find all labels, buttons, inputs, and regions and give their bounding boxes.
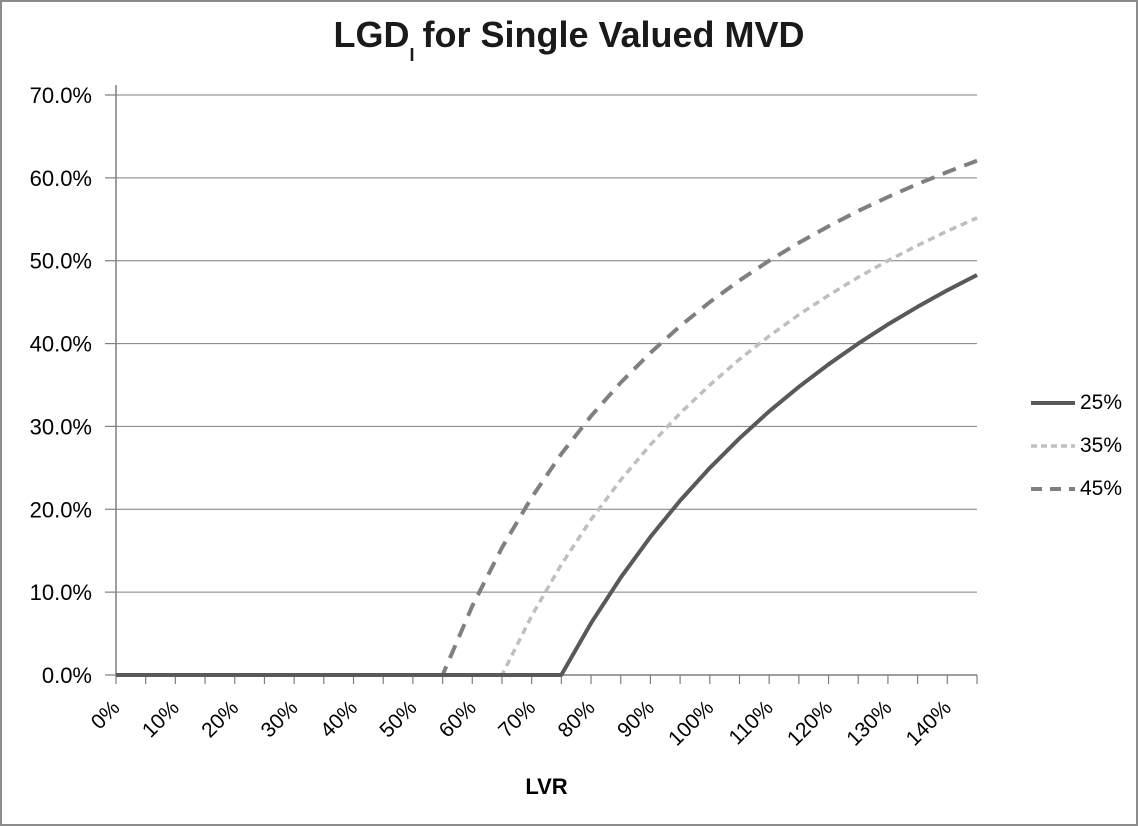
x-tick-label: 140%	[902, 696, 956, 750]
y-tick-label: 10.0%	[30, 580, 92, 605]
x-tick-label: 70%	[494, 696, 540, 742]
legend-label: 25%	[1080, 391, 1123, 414]
y-tick-label: 20.0%	[30, 497, 92, 522]
y-tick-label: 40.0%	[30, 332, 92, 357]
chart-title-subscript: I	[409, 44, 415, 65]
legend-item-25%: 25%	[1030, 390, 1122, 416]
x-tick-label: 40%	[316, 696, 362, 742]
x-tick-label: 100%	[664, 696, 718, 750]
series-line-45%	[116, 158, 978, 677]
y-tick-label: 60.0%	[30, 166, 92, 191]
x-tick-label: 20%	[197, 696, 243, 742]
legend-line-swatch-25%	[1031, 401, 1075, 405]
x-tick-label: 30%	[257, 696, 303, 742]
x-tick-label: 60%	[435, 696, 481, 742]
legend-line-swatch-35%	[1031, 444, 1075, 448]
y-tick-label: 70.0%	[30, 83, 92, 108]
legend-label: 35%	[1080, 434, 1123, 457]
legend-item-45%: 45%	[1030, 476, 1122, 502]
legend-line-swatch-45%	[1031, 487, 1075, 491]
y-tick-label: 30.0%	[30, 414, 92, 439]
legend-label: 45%	[1080, 477, 1123, 500]
x-axis-title: LVR	[525, 774, 568, 799]
x-tick-label: 0%	[87, 696, 125, 734]
x-tick-label: 10%	[138, 696, 184, 742]
y-tick-label: 50.0%	[30, 249, 92, 274]
x-tick-label: 50%	[375, 696, 421, 742]
x-tick-label: 110%	[725, 696, 778, 749]
y-tick-label: 0.0%	[42, 663, 92, 688]
x-tick-label: 90%	[613, 696, 659, 742]
series-line-25%	[116, 273, 978, 677]
x-tick-label: 80%	[554, 696, 600, 742]
legend-item-35%: 35%	[1030, 433, 1122, 459]
chart-title-suffix: for Single Valued MVD	[422, 14, 805, 55]
x-tick-label: 120%	[783, 696, 837, 750]
x-tick-label: 130%	[842, 696, 896, 750]
chart-title-prefix: LGD	[333, 14, 410, 55]
chart-title: LGDI for Single Valued MVD	[2, 14, 1136, 64]
series-line-35%	[116, 216, 978, 677]
legend: 25% 35% 45%	[1030, 390, 1122, 502]
